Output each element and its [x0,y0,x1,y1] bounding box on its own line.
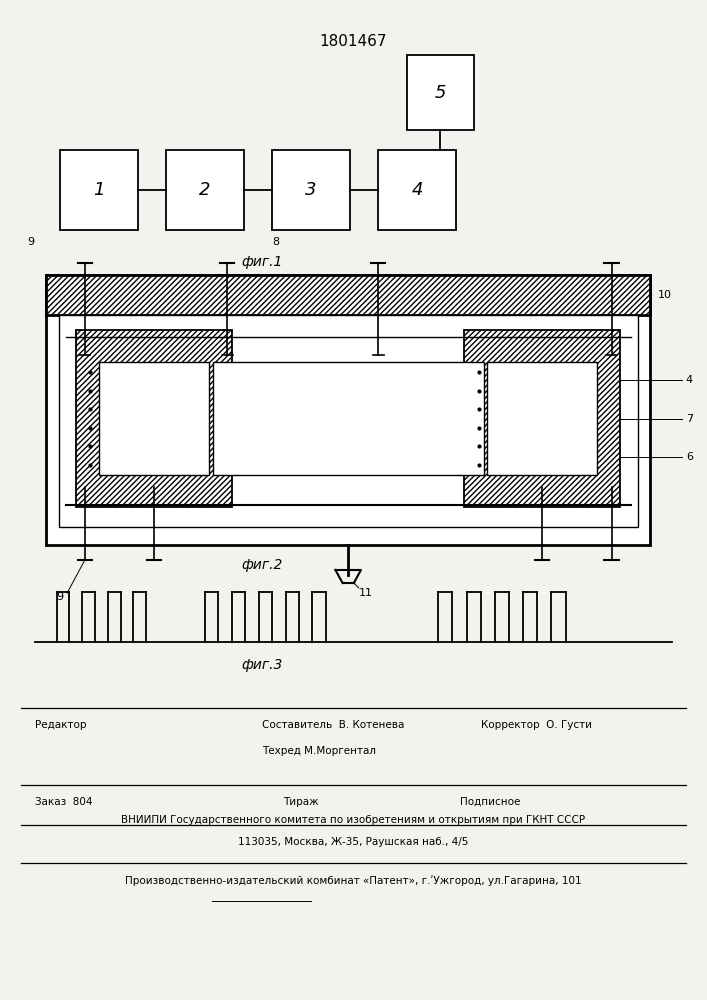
Text: Подписное: Подписное [460,797,520,807]
Bar [60,150,138,230]
Text: 8: 8 [272,237,279,247]
Bar [407,55,474,130]
Bar [59,315,638,527]
Text: фиг.1: фиг.1 [241,255,282,269]
Text: 4: 4 [411,181,423,199]
Text: Техред М.Моргентал: Техред М.Моргентал [262,746,375,756]
Text: 4: 4 [686,375,693,385]
Bar [272,150,350,230]
Text: Составитель  В. Котенева: Составитель В. Котенева [262,720,404,730]
Text: 11: 11 [358,588,373,598]
Bar [76,330,232,507]
Text: фиг.2: фиг.2 [241,558,282,572]
Text: 1801467: 1801467 [320,34,387,49]
Text: 9: 9 [27,237,34,247]
Text: 9: 9 [57,592,64,602]
Bar [464,330,620,507]
Text: 113035, Москва, Ж-35, Раушская наб., 4/5: 113035, Москва, Ж-35, Раушская наб., 4/5 [238,837,469,847]
Text: Тираж: Тираж [283,797,318,807]
Bar [46,275,650,545]
Bar [378,150,456,230]
Text: ВНИИПИ Государственного комитета по изобретениям и открытиям при ГКНТ СССР: ВНИИПИ Государственного комитета по изоб… [122,815,585,825]
Text: Корректор  О. Густи: Корректор О. Густи [481,720,592,730]
Text: 1: 1 [93,181,105,199]
Bar [213,362,484,475]
Text: 5: 5 [434,84,446,102]
Bar [166,150,244,230]
Bar [46,275,650,315]
Text: Производственно-издательский комбинат «Патент», г.ʹУжгород, ул.Гагарина, 101: Производственно-издательский комбинат «П… [125,875,582,886]
Text: 3: 3 [305,181,317,199]
Bar [487,362,597,475]
Text: Редактор: Редактор [35,720,87,730]
Text: 6: 6 [686,452,693,462]
Text: Заказ  804: Заказ 804 [35,797,93,807]
Text: фиг.3: фиг.3 [241,658,282,672]
Text: 7: 7 [686,414,693,424]
Bar [99,362,209,475]
Text: 2: 2 [199,181,211,199]
Text: 10: 10 [650,290,672,300]
